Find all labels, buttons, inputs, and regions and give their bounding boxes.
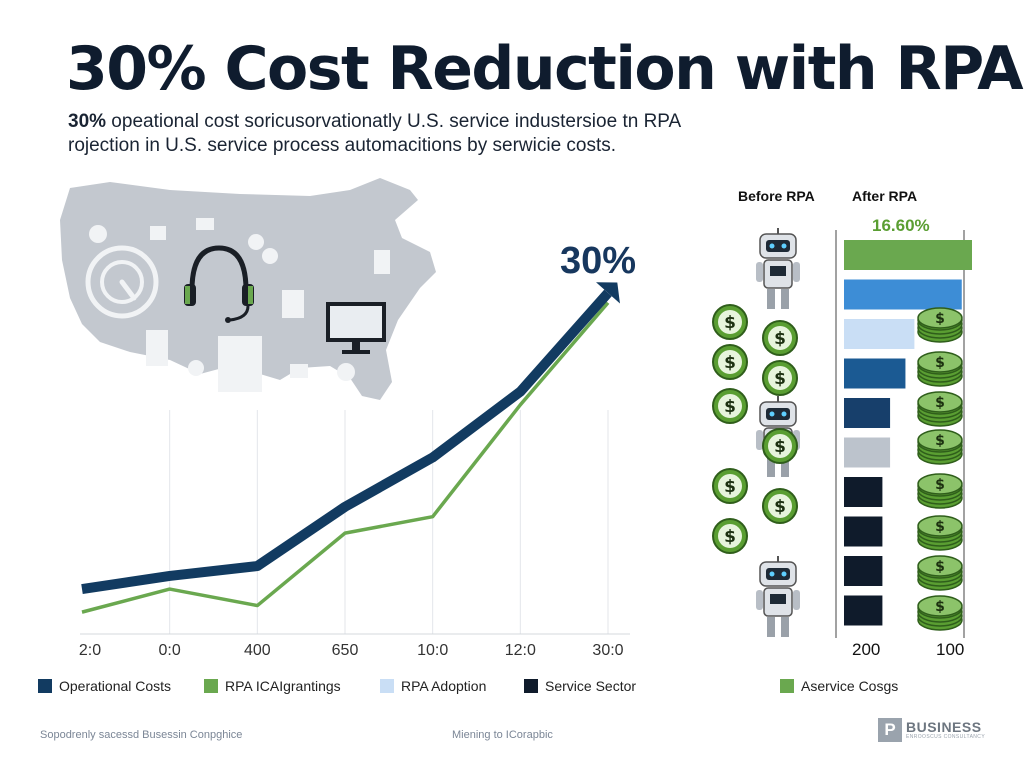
- footer-credit: Sopodrenly sacessd Busessin Conpghice: [40, 729, 243, 741]
- comparison-bar: [844, 398, 891, 428]
- x-tick-label: 2:0: [78, 642, 102, 659]
- svg-text:$: $: [935, 477, 945, 493]
- coin-stack-icon: $: [917, 473, 963, 509]
- svg-text:$: $: [935, 519, 945, 535]
- legend-swatch: [524, 679, 538, 693]
- comparison-chart: $ $ $ $ $ $ $ $ $ $ $ $ $ $ $ $ $: [712, 228, 972, 638]
- svg-text:$: $: [774, 437, 786, 457]
- comparison-bar: [844, 358, 906, 389]
- legend-item: Service Sector: [524, 678, 636, 694]
- brand-tagline: ENROOSCUS CONSULTANCY: [906, 734, 986, 740]
- svg-text:$: $: [935, 395, 945, 411]
- subtitle-line-1: opeational cost soricusorvationatly U.S.…: [106, 111, 682, 132]
- legend-item: RPA Adoption: [380, 678, 486, 694]
- us-map-icon: [60, 178, 436, 400]
- coin-stack-icon: $: [917, 515, 963, 551]
- robot-icon: [756, 228, 800, 309]
- trend-arrow-head: [596, 282, 620, 304]
- svg-text:$: $: [724, 353, 736, 373]
- legend-label: Aservice Cosgs: [801, 678, 899, 694]
- bar-value-label: 16.60%: [872, 216, 930, 235]
- series-line-rpa-icaigrantings: [81, 301, 610, 614]
- legend-label: Operational Costs: [59, 678, 172, 694]
- svg-text:$: $: [724, 527, 736, 547]
- document-icon: [146, 250, 390, 392]
- support-gauge-icon: [85, 245, 159, 319]
- x-tick-label: 12:0: [504, 642, 536, 659]
- legend-label: RPA ICAIgrantings: [225, 678, 341, 694]
- svg-text:$: $: [935, 355, 945, 371]
- subtitle-highlight: 30%: [68, 111, 107, 132]
- comparison-bar: [844, 556, 883, 586]
- x-tick-label: 650: [331, 642, 359, 659]
- comparison-bar: [844, 516, 883, 547]
- legend-item: Aservice Cosgs: [780, 678, 898, 694]
- comparison-bar: [844, 240, 972, 270]
- coin-stack-icon: $: [917, 307, 963, 343]
- svg-text:$: $: [935, 311, 945, 327]
- comparison-bar: [844, 595, 883, 626]
- line-chart: [80, 282, 630, 635]
- legend-item: Operational Costs: [38, 678, 171, 694]
- dollar-coin-icon: $: [762, 360, 798, 396]
- svg-text:$: $: [724, 477, 736, 497]
- growth-annotation: 30%: [560, 240, 637, 282]
- coin-stack-icon: $: [917, 555, 963, 591]
- axis-label-100: 100: [936, 640, 965, 659]
- axis-label-200: 200: [852, 640, 881, 659]
- x-tick-label: 10:0: [417, 642, 449, 659]
- comparison-bar: [844, 437, 891, 468]
- coin-stack-icon: $: [917, 391, 963, 427]
- coin-stack-icon: $: [917, 595, 963, 631]
- dollar-coin-icon: $: [712, 468, 748, 504]
- headset-icon: [184, 245, 254, 323]
- x-tick-label: 400: [243, 642, 271, 659]
- legend-label: Service Sector: [545, 678, 637, 694]
- legend-swatch: [380, 679, 394, 693]
- series-line-operational-costs: [81, 289, 612, 595]
- comparison-bar: [844, 279, 962, 310]
- comparison-bar: [844, 319, 915, 349]
- dollar-coin-icon: $: [712, 388, 748, 424]
- svg-text:$: $: [774, 369, 786, 389]
- small-service-icons: [89, 218, 355, 381]
- coin-stack-icon: $: [917, 351, 963, 387]
- subtitle-line-2: rojection in U.S. service process automa…: [68, 135, 617, 156]
- svg-text:$: $: [724, 397, 736, 417]
- dollar-coin-icon: $: [712, 344, 748, 380]
- dollar-coin-icon: $: [762, 320, 798, 356]
- page-title: 30% Cost Reduction with RPA: [66, 34, 1024, 104]
- legend-item: RPA ICAIgrantings: [204, 678, 341, 694]
- brand-logo: P BUSINESS ENROOSCUS CONSULTANCY: [878, 718, 985, 742]
- brand-name: BUSINESS: [906, 719, 982, 735]
- svg-text:$: $: [935, 559, 945, 575]
- svg-text:$: $: [724, 313, 736, 333]
- dollar-coin-icon: $: [762, 428, 798, 464]
- dollar-coin-icon: $: [712, 304, 748, 340]
- svg-text:$: $: [774, 497, 786, 517]
- x-tick-label: 0:0: [158, 642, 181, 659]
- dollar-coin-icon: $: [712, 518, 748, 554]
- svg-text:$: $: [774, 329, 786, 349]
- svg-text:$: $: [935, 599, 945, 615]
- svg-text:$: $: [935, 433, 945, 449]
- header-after-rpa: After RPA: [852, 188, 918, 204]
- legend-label: RPA Adoption: [401, 678, 487, 694]
- coin-stack-icon: $: [917, 429, 963, 465]
- legend-swatch: [204, 679, 218, 693]
- robot-icon: [756, 556, 800, 637]
- comparison-bar: [844, 477, 883, 507]
- subtitle: 30% opeational cost soricusorvationatly …: [68, 110, 768, 158]
- header-before-rpa: Before RPA: [738, 188, 815, 204]
- legend-swatch: [780, 679, 794, 693]
- legend-swatch: [38, 679, 52, 693]
- brand-mark-icon: P: [878, 718, 902, 742]
- footer-source: Miening to ICorapbic: [452, 729, 553, 741]
- x-tick-label: 30:0: [592, 642, 624, 659]
- monitor-icon: [326, 302, 386, 354]
- dollar-coin-icon: $: [762, 488, 798, 524]
